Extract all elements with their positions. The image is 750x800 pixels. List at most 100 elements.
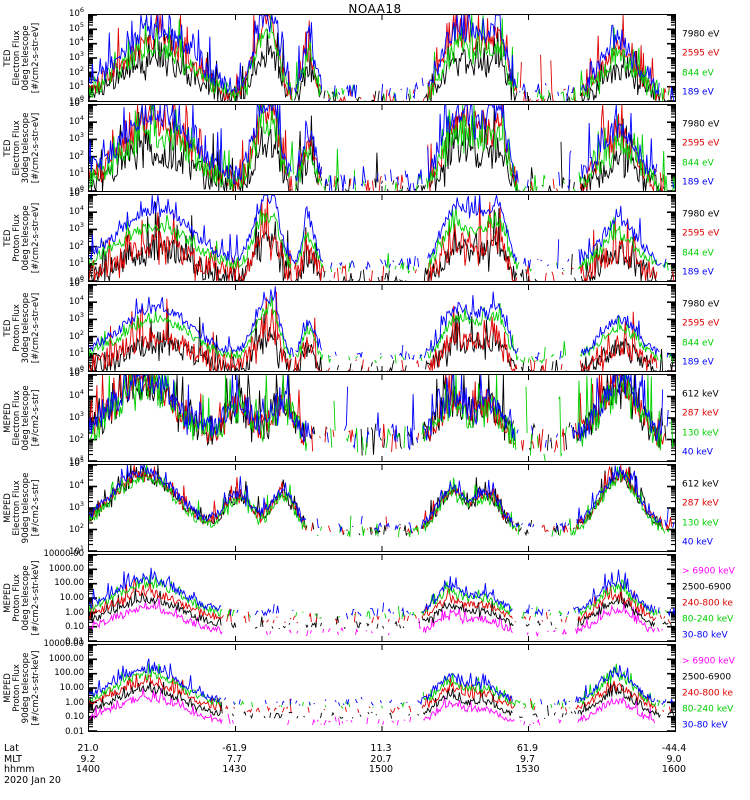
axis-row-label: hhmm [4, 764, 35, 775]
series-1 [89, 588, 673, 630]
panel-canvas-meped-electron-90deg [89, 465, 675, 551]
y-tick-label: 103 [69, 500, 84, 513]
axis-tick-mlt: 7.7 [226, 753, 243, 765]
legend-entry: 189 eV [682, 357, 714, 368]
legend-entry: 240-800 ke [682, 688, 733, 699]
date-stamp: 2020 Jan 20 [4, 774, 61, 786]
y-tick-label: 101 [69, 79, 84, 93]
y-tick-label: 102 [69, 148, 84, 162]
panel-canvas-meped-proton-0deg [89, 555, 675, 641]
y-tick-label: 106 [69, 6, 84, 19]
series-0 [89, 308, 674, 371]
axis-tick-lat: 21.0 [77, 743, 99, 754]
axis-tick-column: 11.3 20.7 1500 [341, 743, 421, 776]
y-tick-label: 1000.00 [48, 563, 84, 574]
series-3 [89, 105, 675, 191]
y-tick-labels-ted-proton-0deg: 100 101 102 103 104 105 [38, 187, 84, 286]
legend-entry: > 6900 keV [682, 566, 735, 577]
axis-tick-hhmm: 1600 [661, 764, 687, 775]
axis-row-labels: Lat MLT hhmm [4, 743, 35, 776]
axis-tick-column: -44.4 9.0 1600 [634, 743, 714, 776]
y-tick-label: 100.00 [54, 578, 84, 589]
legend-entry: 189 eV [682, 87, 714, 98]
y-tick-label: 102 [69, 432, 84, 445]
legend-entry: 189 eV [682, 267, 714, 278]
legend-entry: 40 keV [682, 537, 713, 548]
y-tick-label: 102 [69, 238, 84, 252]
y-tick-label: 100 [69, 274, 84, 287]
plot-panel-meped-proton-90deg [88, 644, 676, 732]
y-tick-label: 1.00 [65, 607, 84, 618]
plot-panel-meped-proton-0deg [88, 554, 676, 642]
axis-tick-mlt: 9.7 [519, 753, 536, 765]
legend-entry: > 6900 keV [682, 656, 735, 667]
legend-entry: 2500-6900 [682, 582, 732, 593]
series-2 [89, 105, 675, 191]
legend-entry: 844 eV [682, 338, 714, 349]
panel-canvas-meped-electron-0deg [89, 375, 675, 461]
y-tick-label: 10000.00 [43, 549, 84, 559]
y-tick-label: 105 [69, 366, 84, 379]
legend-entry: 40 keV [682, 447, 713, 458]
panel-canvas-ted-proton-30deg [89, 285, 675, 371]
y-tick-label: 101 [69, 454, 84, 467]
y-tick-labels-meped-proton-0deg: 0.01 0.10 1.00 10.00 100.00 1000.00 10000.00 [38, 550, 84, 647]
axis-tick-mlt: 9.0 [666, 753, 682, 765]
y-tick-label: 100 [69, 94, 84, 107]
plot-panel-ted-proton-0deg [88, 194, 676, 282]
series-3 [89, 465, 675, 534]
series-4 [89, 567, 675, 620]
axis-tick-mlt: 20.7 [370, 753, 392, 765]
legend-entry: 2595 eV [682, 138, 720, 149]
legend-entry: 844 eV [682, 158, 714, 169]
series-0 [89, 202, 674, 281]
legend-entry: 189 eV [682, 177, 714, 188]
y-tick-label: 103 [69, 410, 84, 423]
axis-tick-lat: -44.4 [661, 743, 687, 754]
y-tick-label: 103 [69, 131, 84, 145]
y-tick-labels-ted-proton-30deg: 100 101 102 103 104 105 [38, 277, 84, 376]
axis-tick-column: 61.9 9.7 1530 [488, 743, 568, 776]
y-tick-label: 102 [69, 64, 84, 78]
series-3 [89, 663, 669, 710]
series-2 [89, 375, 675, 461]
y-tick-labels-meped-electron-90deg: 101 102 103 104 105 [38, 457, 84, 556]
y-tick-label: 10000.00 [43, 639, 84, 649]
y-tick-label: 104 [69, 113, 84, 127]
y-tick-label: 10.00 [59, 683, 84, 693]
y-tick-label: 103 [69, 50, 84, 63]
axis-tick-hhmm: 1430 [222, 764, 247, 775]
y-tick-label: 105 [69, 456, 84, 469]
plot-panel-meped-electron-90deg [88, 464, 676, 552]
y-tick-label: 104 [69, 293, 84, 307]
panel-canvas-meped-proton-90deg [89, 645, 675, 731]
y-tick-label: 104 [69, 35, 84, 49]
legend-entry: 2500-6900 [682, 672, 732, 683]
series-3 [89, 195, 674, 271]
y-tick-label: 103 [69, 221, 84, 235]
series-1 [89, 681, 675, 719]
legend-entry: 80-240 keV [682, 704, 734, 715]
y-tick-label: 0.10 [65, 712, 84, 723]
axis-tick-column: -61.9 7.7 1430 [195, 743, 275, 776]
y-tick-label: 0.10 [65, 622, 84, 633]
axis-row-label: Lat [4, 743, 19, 754]
legend-entry: 844 eV [682, 68, 714, 79]
panel-canvas-ted-electron-0deg [89, 15, 675, 101]
legend-entry: 130 keV [682, 518, 719, 529]
y-tick-label: 0.01 [65, 727, 84, 737]
y-tick-label: 105 [69, 186, 84, 199]
y-tick-label: 104 [69, 478, 84, 491]
y-tick-label: 1.00 [65, 697, 84, 708]
panel-canvas-ted-electron-30deg [89, 105, 675, 191]
axis-tick-column: 21.0 9.2 1400 [48, 743, 128, 776]
y-tick-label: 102 [69, 328, 84, 342]
y-tick-label: 104 [69, 203, 84, 217]
series-2 [89, 295, 675, 364]
legend-entry: 7980 eV [682, 209, 720, 220]
legend-entry: 844 eV [682, 248, 714, 259]
legend-entry: 287 keV [682, 498, 719, 509]
plot-panel-ted-electron-30deg [88, 104, 676, 192]
page-title: NOAA18 [348, 2, 402, 16]
